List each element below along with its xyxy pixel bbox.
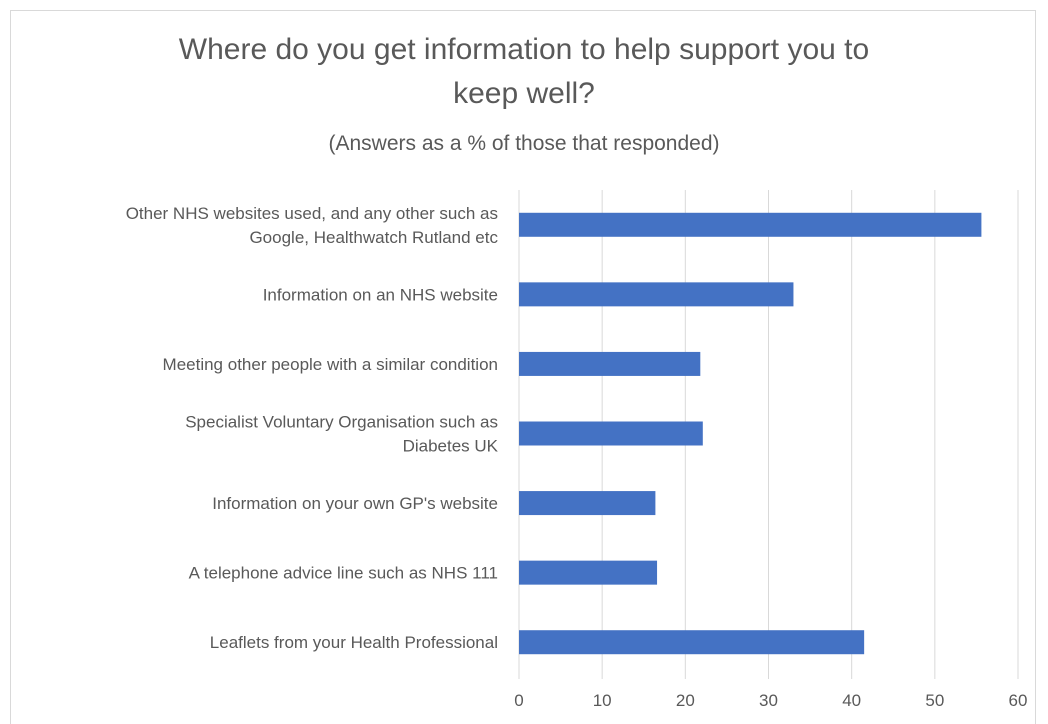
category-label: Google, Healthwatch Rutland etc <box>249 228 498 247</box>
category-label: Diabetes UK <box>403 437 499 456</box>
category-label: Information on an NHS website <box>263 285 498 304</box>
bar <box>519 213 981 237</box>
bar <box>519 422 703 446</box>
x-tick-label: 30 <box>759 691 778 710</box>
bar <box>519 282 793 306</box>
x-tick-label: 50 <box>925 691 944 710</box>
bar <box>519 630 864 654</box>
category-label: Other NHS websites used, and any other s… <box>126 204 498 223</box>
x-tick-label: 40 <box>842 691 861 710</box>
x-tick-label: 0 <box>514 691 523 710</box>
bar <box>519 491 655 515</box>
category-label: Information on your own GP's website <box>212 494 498 513</box>
x-tick-label: 20 <box>676 691 695 710</box>
category-label: Meeting other people with a similar cond… <box>163 355 498 374</box>
bar <box>519 352 700 376</box>
bar <box>519 561 657 585</box>
x-tick-label: 10 <box>593 691 612 710</box>
category-label: A telephone advice line such as NHS 111 <box>189 564 498 583</box>
x-tick-label: 60 <box>1009 691 1028 710</box>
category-label: Specialist Voluntary Organisation such a… <box>185 413 498 432</box>
category-label: Leaflets from your Health Professional <box>210 633 498 652</box>
